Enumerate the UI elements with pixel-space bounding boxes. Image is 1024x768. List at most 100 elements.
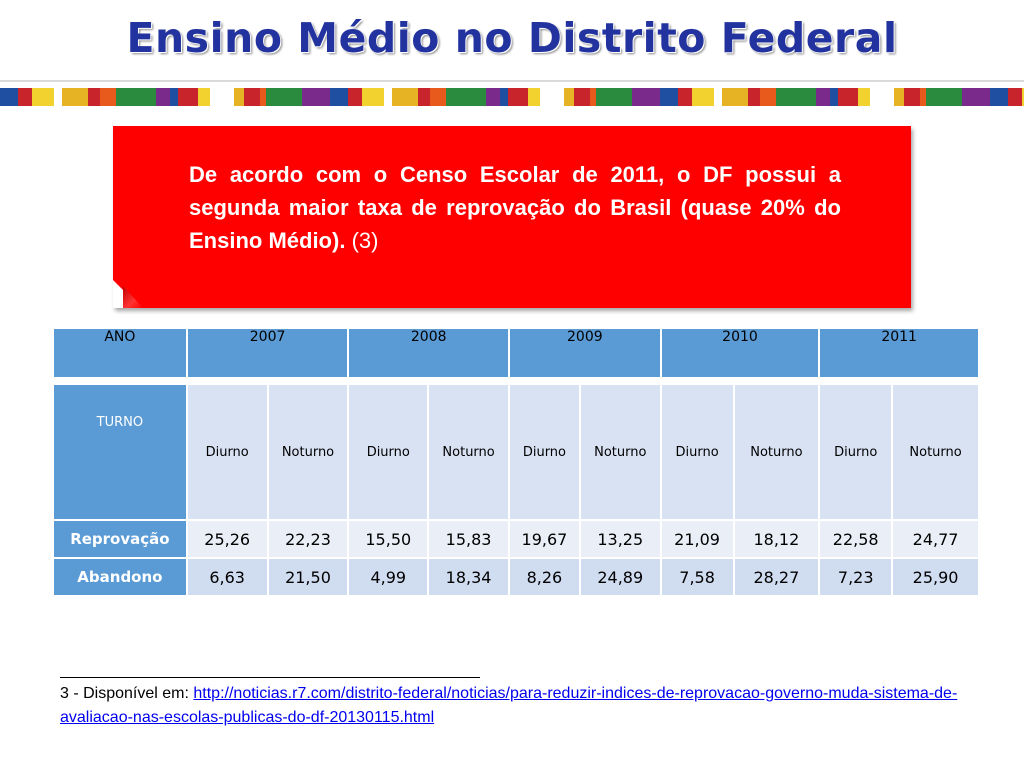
footnote-prefix: 3 - Disponível em: bbox=[60, 685, 194, 702]
value-cell: 22,23 bbox=[266, 519, 350, 559]
stripe-segment bbox=[170, 88, 178, 106]
stripe-segment bbox=[418, 88, 430, 106]
shift-cell: Diurno bbox=[347, 383, 430, 521]
stripe-segment bbox=[1008, 88, 1022, 106]
stripe-segment bbox=[508, 88, 528, 106]
value-cell: 22,58 bbox=[818, 519, 894, 559]
value-cell: 25,26 bbox=[185, 519, 269, 559]
stripe-segment bbox=[574, 88, 590, 106]
data-table: ANO 2007 2008 2009 2010 2011 TURNO Diurn… bbox=[52, 327, 980, 597]
stripe-segment bbox=[926, 88, 948, 106]
stripe-segment bbox=[266, 88, 288, 106]
shift-cell: Diurno bbox=[185, 383, 269, 521]
stripe-segment bbox=[54, 88, 62, 106]
value-cell: 19,67 bbox=[508, 519, 581, 559]
stripe-segment bbox=[456, 88, 486, 106]
shift-cell: Noturno bbox=[891, 383, 980, 521]
decorative-color-stripe bbox=[0, 88, 1024, 106]
stripe-segment bbox=[330, 88, 348, 106]
shift-cell: Diurno bbox=[818, 383, 894, 521]
stripe-segment bbox=[948, 88, 962, 106]
shift-cell: Noturno bbox=[266, 383, 350, 521]
stripe-segment bbox=[234, 88, 244, 106]
stripe-segment bbox=[692, 88, 714, 106]
value-cell: 13,25 bbox=[578, 519, 662, 559]
stripe-segment bbox=[126, 88, 156, 106]
table-row-reprovacao: Reprovação 25,26 22,23 15,50 15,83 19,67… bbox=[52, 519, 980, 559]
stripe-segment bbox=[178, 88, 198, 106]
stripe-segment bbox=[776, 88, 786, 106]
callout-text: De acordo com o Censo Escolar de 2011, o… bbox=[189, 158, 841, 257]
stripe-segment bbox=[920, 88, 926, 106]
callout-reference: (3) bbox=[351, 228, 379, 253]
value-cell: 21,09 bbox=[659, 519, 735, 559]
value-cell: 25,90 bbox=[891, 557, 980, 597]
stripe-segment bbox=[596, 88, 618, 106]
footnote: 3 - Disponível em: http://noticias.r7.co… bbox=[60, 682, 980, 730]
header-year: 2007 bbox=[185, 327, 350, 379]
header-turno: TURNO bbox=[52, 383, 188, 521]
stripe-segment bbox=[392, 88, 418, 106]
value-cell: 24,77 bbox=[891, 519, 980, 559]
stripe-segment bbox=[156, 88, 170, 106]
value-cell: 24,89 bbox=[578, 557, 662, 597]
stripe-segment bbox=[288, 88, 302, 106]
stripe-segment bbox=[100, 88, 116, 106]
table-row-abandono: Abandono 6,63 21,50 4,99 18,34 8,26 24,8… bbox=[52, 557, 980, 597]
stripe-segment bbox=[678, 88, 692, 106]
stripe-segment bbox=[722, 88, 748, 106]
stripe-segment bbox=[962, 88, 990, 106]
stripe-segment bbox=[590, 88, 596, 106]
stripe-segment bbox=[786, 88, 816, 106]
header-row: ANO 2007 2008 2009 2010 2011 bbox=[52, 327, 980, 379]
stripe-segment bbox=[904, 88, 920, 106]
stripe-segment bbox=[0, 88, 18, 106]
stripe-segment bbox=[362, 88, 384, 106]
header-year: 2011 bbox=[818, 327, 980, 379]
value-cell: 18,12 bbox=[732, 519, 821, 559]
stripe-segment bbox=[302, 88, 330, 106]
value-cell: 15,83 bbox=[427, 519, 510, 559]
value-cell: 4,99 bbox=[347, 557, 430, 597]
stripe-segment bbox=[748, 88, 760, 106]
stripe-segment bbox=[198, 88, 210, 106]
stripe-segment bbox=[116, 88, 126, 106]
shift-cell: Diurno bbox=[659, 383, 735, 521]
stripe-segment bbox=[62, 88, 88, 106]
header-ano: ANO bbox=[52, 327, 188, 379]
stripe-segment bbox=[486, 88, 500, 106]
stripe-segment bbox=[210, 88, 234, 106]
footnote-link[interactable]: http://noticias.r7.com/distrito-federal/… bbox=[60, 685, 958, 726]
stripe-segment bbox=[430, 88, 446, 106]
value-cell: 7,58 bbox=[659, 557, 735, 597]
shift-cell: Diurno bbox=[508, 383, 581, 521]
stripe-segment bbox=[660, 88, 678, 106]
stripe-segment bbox=[990, 88, 1008, 106]
callout-statement: De acordo com o Censo Escolar de 2011, o… bbox=[189, 162, 841, 253]
row-label-reprovacao: Reprovação bbox=[52, 519, 188, 559]
stripe-segment bbox=[348, 88, 362, 106]
stripe-segment bbox=[760, 88, 776, 106]
stripe-segment bbox=[816, 88, 830, 106]
value-cell: 21,50 bbox=[266, 557, 350, 597]
row-label-abandono: Abandono bbox=[52, 557, 188, 597]
stripe-segment bbox=[858, 88, 870, 106]
stripe-segment bbox=[18, 88, 32, 106]
stripe-segment bbox=[528, 88, 540, 106]
shift-cell: Noturno bbox=[427, 383, 510, 521]
value-cell: 6,63 bbox=[185, 557, 269, 597]
stripe-segment bbox=[244, 88, 260, 106]
stripe-segment bbox=[564, 88, 574, 106]
stripe-segment bbox=[260, 88, 266, 106]
stripe-segment bbox=[500, 88, 508, 106]
header-year: 2008 bbox=[347, 327, 510, 379]
value-cell: 15,50 bbox=[347, 519, 430, 559]
shift-row: TURNO Diurno Noturno Diurno Noturno Diur… bbox=[52, 383, 980, 521]
stripe-segment bbox=[838, 88, 858, 106]
shift-cell: Noturno bbox=[578, 383, 662, 521]
stripe-segment bbox=[384, 88, 392, 106]
footnote-separator bbox=[60, 677, 480, 678]
stripe-segment bbox=[870, 88, 894, 106]
value-cell: 8,26 bbox=[508, 557, 581, 597]
stripe-segment bbox=[540, 88, 564, 106]
